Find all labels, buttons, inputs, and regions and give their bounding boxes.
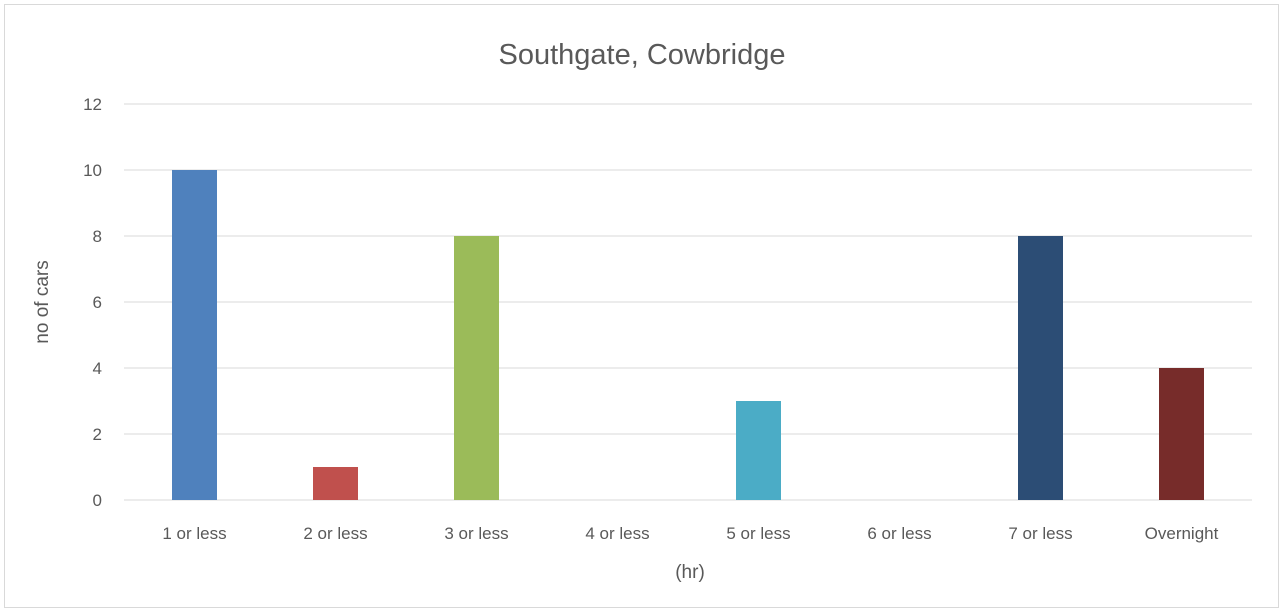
bar: [1018, 236, 1063, 500]
bar: [736, 401, 781, 500]
x-axis-ticks: 1 or less 2 or less 3 or less 4 or less 5 or…: [162, 524, 1218, 543]
y-tick-label: 10: [83, 161, 102, 180]
y-tick-label: 2: [93, 425, 102, 444]
y-axis-label: no of cars: [32, 260, 53, 343]
y-tick-label: 8: [93, 227, 102, 246]
x-tick-label: Overnight: [1145, 524, 1219, 543]
x-tick-label: 2 or less: [303, 524, 367, 543]
gridlines: [124, 103, 1252, 501]
bar: [1159, 368, 1204, 500]
x-tick-label: 5 or less: [726, 524, 790, 543]
y-tick-label: 0: [93, 491, 102, 510]
x-tick-label: 3 or less: [444, 524, 508, 543]
x-tick-label: 1 or less: [162, 524, 226, 543]
x-tick-label: 7 or less: [1008, 524, 1072, 543]
x-tick-label: 4 or less: [585, 524, 649, 543]
bar: [313, 467, 358, 500]
y-axis-ticks: 0 2 4 6 8 10 12: [83, 95, 102, 510]
bar: [172, 170, 217, 500]
x-tick-label: 6 or less: [867, 524, 931, 543]
chart-title: Southgate, Cowbridge: [499, 39, 786, 71]
y-tick-label: 6: [93, 293, 102, 312]
bars: [172, 170, 1204, 500]
y-tick-label: 4: [93, 359, 102, 378]
y-tick-label: 12: [83, 95, 102, 114]
bar: [454, 236, 499, 500]
x-axis-label: (hr): [675, 562, 705, 583]
